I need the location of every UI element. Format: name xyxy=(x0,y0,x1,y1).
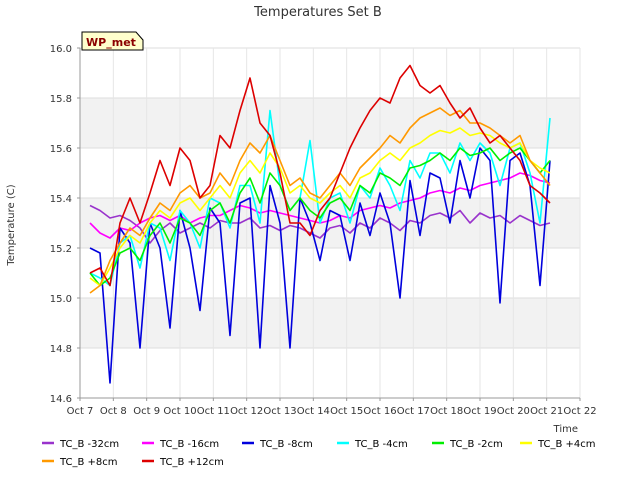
x-tick-label: Oct 10 xyxy=(163,406,196,417)
series-line xyxy=(89,147,551,287)
y-axis-label: Temperature (C) xyxy=(6,184,17,266)
series-line xyxy=(89,204,551,244)
x-tick-label: Oct 11 xyxy=(197,406,230,417)
y-tick-label: 15.6 xyxy=(50,144,72,155)
y-tick-label: 14.6 xyxy=(50,394,72,405)
legend-item: TC_B +12cm xyxy=(142,457,224,468)
legend-label: TC_B +12cm xyxy=(159,457,224,468)
x-tick-label: Oct 12 xyxy=(230,406,263,417)
y-tick-label: 16.0 xyxy=(50,44,72,55)
x-tick-label: Oct 15 xyxy=(330,406,363,417)
y-tick-label: 15.2 xyxy=(50,244,72,255)
legend-label: TC_B -8cm xyxy=(259,439,313,450)
x-tick-label: Oct 22 xyxy=(563,406,596,417)
y-tick-label: 15.4 xyxy=(50,194,72,205)
y-tick-label: 14.8 xyxy=(50,344,72,355)
x-tick-label: Oct 13 xyxy=(263,406,296,417)
legend-item: TC_B +8cm xyxy=(42,457,118,468)
legend-item: TC_B -8cm xyxy=(242,439,313,450)
legend-item: TC_B -16cm xyxy=(142,439,219,450)
legend-label: TC_B +4cm xyxy=(537,439,596,450)
legend-item: TC_B -4cm xyxy=(337,439,408,450)
badge-box xyxy=(81,31,144,51)
axes: 14.6 14.8 15.0 15.2 15.4 15.6 15.8 16.0 Oct 7 Oct… xyxy=(50,44,597,417)
legend-label: TC_B -2cm xyxy=(449,439,503,450)
x-tick-label: Oct 20 xyxy=(497,406,530,417)
x-tick-label: Oct 8 xyxy=(100,406,127,417)
legend-item: TC_B -2cm xyxy=(432,439,503,450)
legend-label: TC_B -32cm xyxy=(59,439,119,450)
plot-band xyxy=(80,298,580,348)
series-line xyxy=(89,64,551,287)
x-tick-label: Oct 18 xyxy=(430,406,463,417)
series-line xyxy=(89,107,551,294)
legend-label: TC_B -16cm xyxy=(159,439,219,450)
badge: WP_met xyxy=(81,31,144,51)
legend-item: TC_B -32cm xyxy=(42,439,119,450)
series-line xyxy=(89,147,551,384)
legend-item: TC_B +4cm xyxy=(520,439,596,450)
legend: TC_B -32cm TC_B -16cm TC_B -8cm TC_B -4cm TC… xyxy=(42,439,596,468)
series-line xyxy=(89,127,551,287)
chart-title: Temperatures Set B xyxy=(253,5,382,20)
x-tick-label: Oct 19 xyxy=(463,406,496,417)
legend-label: TC_B -4cm xyxy=(354,439,408,450)
badge-label: WP_met xyxy=(86,36,136,49)
x-tick-label: Oct 14 xyxy=(297,406,330,417)
y-tick-label: 15.0 xyxy=(50,294,72,305)
series-layer xyxy=(89,64,551,384)
x-tick-label: Oct 17 xyxy=(397,406,430,417)
x-axis-label: Time xyxy=(553,424,578,435)
legend-label: TC_B +8cm xyxy=(59,457,118,468)
y-tick-label: 15.8 xyxy=(50,94,72,105)
x-tick-label: Oct 21 xyxy=(530,406,563,417)
x-tick-label: Oct 16 xyxy=(363,406,396,417)
x-tick-label: Oct 7 xyxy=(67,406,94,417)
x-tick-label: Oct 9 xyxy=(133,406,160,417)
